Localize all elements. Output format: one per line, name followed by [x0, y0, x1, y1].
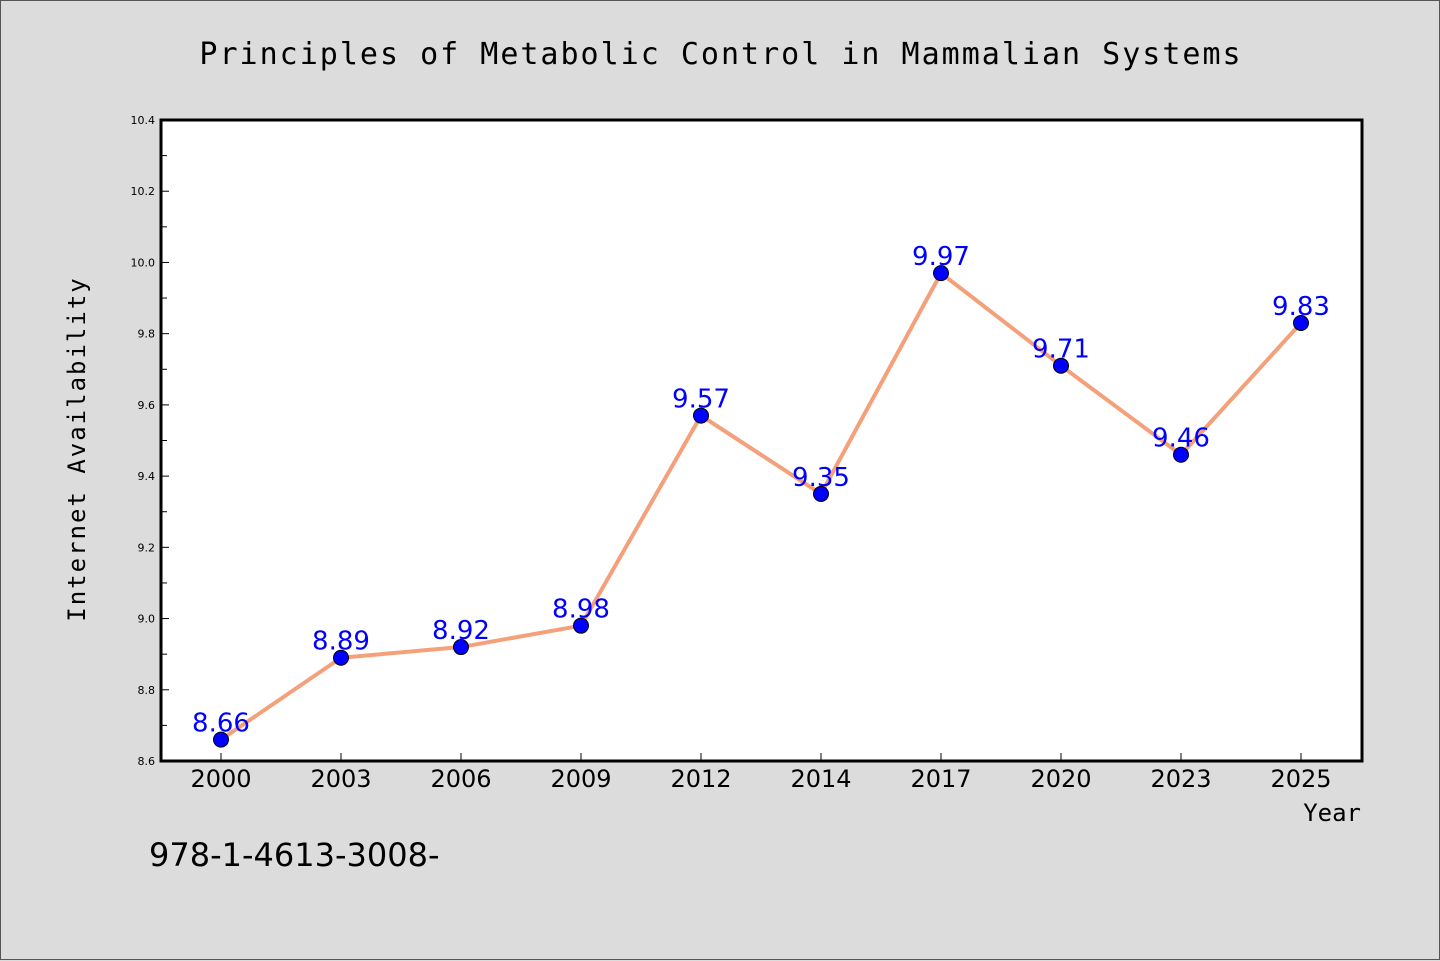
x-tick-label: 2025 [1270, 765, 1331, 793]
data-point [453, 639, 469, 656]
chart-title: Principles of Metabolic Control in Mamma… [199, 37, 1242, 72]
data-label: 9.57 [672, 385, 730, 415]
y-tick-label: 8.6 [138, 755, 156, 768]
y-tick-label: 8.8 [138, 684, 156, 697]
x-tick-label: 2017 [910, 765, 971, 793]
x-tick-label: 2000 [190, 765, 251, 793]
data-point [213, 731, 229, 748]
data-point [813, 485, 829, 502]
series-layer: 8.66 8.89 8.92 8.98 9.57 9.35 9.97 9.71 9.46 9.83 [192, 242, 1330, 748]
x-tick-label: 2014 [790, 765, 851, 793]
series-line [219, 271, 1303, 742]
x-tick-label: 2012 [670, 765, 731, 793]
x-tick-label: 2023 [1150, 765, 1211, 793]
data-label: 9.71 [1032, 335, 1090, 365]
y-tick-label: 10.0 [131, 256, 156, 269]
data-label: 9.83 [1272, 292, 1330, 322]
data-point [1293, 314, 1309, 331]
y-tick-label: 10.2 [131, 185, 156, 198]
y-tick-label: 9.8 [138, 328, 156, 341]
data-point [933, 265, 949, 282]
y-tick-label: 9.0 [138, 613, 156, 626]
y-axis: 8.6 8.8 9.0 9.2 9.4 9.6 9.8 10.0 10.2 10.4 [131, 114, 169, 768]
y-tick-label: 10.4 [131, 114, 156, 127]
data-point [333, 649, 349, 666]
data-point [693, 407, 709, 424]
x-axis: 2000 2003 2006 2009 2012 2014 2017 2020 2023 2025 [190, 753, 1332, 793]
data-label: 8.89 [312, 627, 370, 657]
data-point [573, 617, 589, 634]
data-point [1173, 446, 1189, 463]
data-label: 8.66 [192, 709, 250, 739]
data-label: 8.92 [432, 616, 490, 646]
y-tick-label: 9.2 [138, 541, 156, 554]
data-label: 9.46 [1152, 424, 1210, 454]
y-tick-label: 9.6 [138, 399, 156, 412]
data-label: 9.97 [912, 242, 970, 272]
x-tick-label: 2020 [1030, 765, 1091, 793]
x-axis-label: Year [1303, 799, 1361, 827]
x-tick-label: 2006 [430, 765, 491, 793]
isbn-text: 978-1-4613-3008- [149, 836, 440, 874]
y-axis-label: Internet Availability [63, 276, 91, 621]
data-label: 9.35 [792, 463, 850, 493]
x-tick-label: 2003 [310, 765, 371, 793]
y-tick-label: 9.4 [138, 470, 156, 483]
x-tick-label: 2009 [550, 765, 611, 793]
data-label: 8.98 [552, 595, 610, 625]
data-point [1053, 357, 1069, 374]
